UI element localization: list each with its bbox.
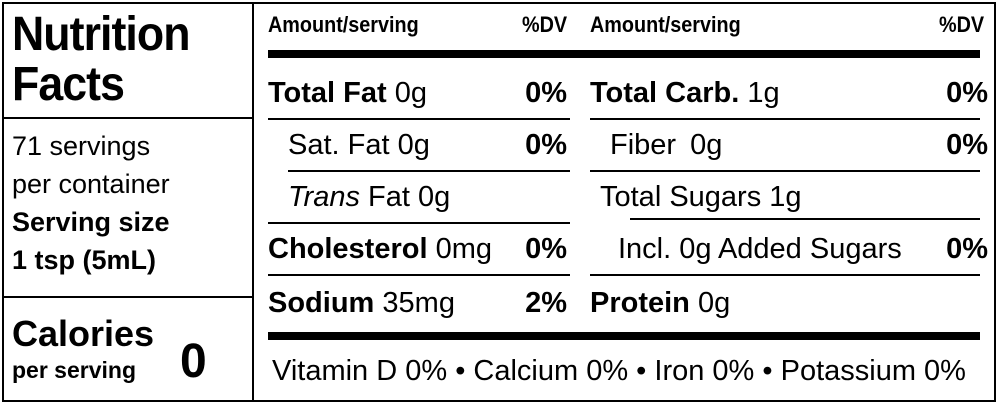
sodium-label: Sodium [268,287,375,319]
cholesterol-row: Cholesterol 0mg [268,232,492,266]
calories-label: Calories [12,313,155,354]
sodium-row: Sodium 35mg [268,286,455,320]
title-line-1: Nutrition [12,8,191,61]
row-divider [288,170,570,172]
fiber-row: Fiber 0g [610,128,722,162]
fiber-dv: 0% [946,129,988,161]
total-carb-label: Total Carb. [590,77,740,109]
sat-fat-amount: 0g [397,129,430,161]
protein-row: Protein 0g [590,286,730,320]
total-sugars-row: Total Sugars 1g [600,181,802,213]
total-fat-row: Total Fat 0g [268,76,427,110]
column-divider [252,4,254,400]
cholesterol-label: Cholesterol [268,233,428,265]
calories-per-serving: per serving [12,357,136,383]
fiber-label: Fiber [610,129,677,161]
trans-fat-amount: Fat 0g [368,181,451,213]
vitamins-minerals-footer: Vitamin D 0% • Calcium 0% • Iron 0% • Po… [272,355,966,387]
cholesterol-dv: 0% [525,233,567,265]
total-carb-row: Total Carb. 1g [590,76,780,110]
serving-size-label: Serving size [12,207,170,237]
serving-size-value: 1 tsp (5mL) [12,245,157,275]
trans-fat-label: Trans [288,181,360,213]
total-carb-dv: 0% [946,77,988,109]
sat-fat-dv: 0% [525,129,567,161]
trans-fat-row: Trans Fat 0g [288,180,450,214]
header-rule [268,50,980,58]
sodium-dv: 2% [525,287,567,319]
protein-label: Protein [590,287,690,319]
servings-line-2: per container [12,169,170,199]
sat-fat-label: Sat. Fat [288,129,390,161]
row-divider [268,118,570,120]
total-fat-amount: 0g [394,77,428,109]
header-dv-left: %DV [521,12,567,37]
header-amount-right: Amount/serving [590,12,741,37]
total-fat-label: Total Fat [268,77,387,109]
footer-rule [268,332,980,340]
row-divider [590,118,980,120]
total-fat-dv: 0% [525,77,567,109]
sodium-amount: 35mg [382,287,455,319]
added-sugars-dv: 0% [946,233,988,265]
divider [4,296,252,298]
row-divider [268,274,570,276]
title-line-2: Facts [12,58,125,111]
header-dv-right: %DV [938,12,984,37]
sat-fat-row: Sat. Fat 0g [288,128,430,162]
row-divider [268,222,570,224]
servings-line-1: 71 servings [12,131,151,161]
total-carb-amount: 1g [747,77,780,109]
row-divider [590,170,980,172]
cholesterol-amount: 0mg [435,233,493,265]
added-sugars-row: Incl. 0g Added Sugars [618,233,902,265]
protein-amount: 0g [697,287,731,319]
row-divider [630,218,980,220]
header-amount-left: Amount/serving [268,12,419,37]
calories-value: 0 [180,335,207,388]
divider [4,117,252,119]
row-divider [590,274,980,276]
fiber-amount: 0g [690,129,723,161]
